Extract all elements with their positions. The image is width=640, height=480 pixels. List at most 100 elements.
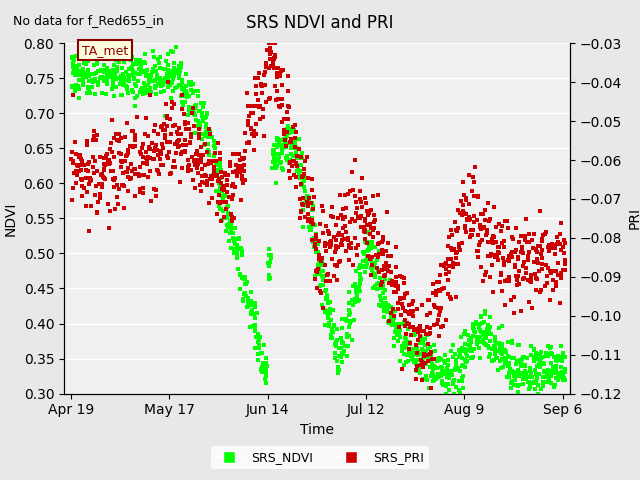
- SRS_NDVI: [353, 298, 363, 305]
- SRS_NDVI: [293, 161, 303, 168]
- SRS_NDVI: [140, 83, 150, 90]
- SRS_NDVI: [102, 64, 112, 72]
- SRS_PRI: [512, 276, 522, 283]
- SRS_PRI: [362, 239, 372, 247]
- SRS_NDVI: [259, 364, 269, 372]
- SRS_PRI: [213, 177, 223, 184]
- SRS_PRI: [483, 238, 493, 246]
- SRS_PRI: [88, 132, 99, 140]
- SRS_PRI: [214, 176, 224, 183]
- SRS_NDVI: [326, 325, 337, 333]
- SRS_PRI: [363, 208, 373, 216]
- SRS_PRI: [387, 277, 397, 285]
- SRS_PRI: [119, 182, 129, 190]
- SRS_PRI: [428, 289, 438, 297]
- SRS_NDVI: [222, 213, 232, 221]
- SRS_PRI: [433, 332, 444, 340]
- SRS_PRI: [216, 217, 226, 225]
- SRS_NDVI: [326, 316, 336, 324]
- SRS_PRI: [118, 181, 128, 189]
- SRS_NDVI: [387, 318, 397, 325]
- SRS_NDVI: [334, 344, 344, 351]
- SRS_PRI: [180, 141, 191, 148]
- SRS_NDVI: [342, 331, 352, 339]
- SRS_PRI: [543, 243, 553, 251]
- SRS_PRI: [476, 210, 486, 218]
- SRS_NDVI: [370, 273, 380, 281]
- SRS_NDVI: [232, 241, 243, 249]
- SRS_NDVI: [536, 385, 546, 393]
- SRS_PRI: [277, 119, 287, 126]
- SRS_PRI: [547, 240, 557, 248]
- SRS_PRI: [76, 161, 86, 169]
- SRS_NDVI: [177, 76, 188, 84]
- SRS_PRI: [303, 211, 313, 218]
- SRS_PRI: [547, 244, 557, 252]
- SRS_NDVI: [493, 339, 504, 347]
- SRS_PRI: [556, 270, 566, 277]
- SRS_PRI: [219, 185, 229, 193]
- SRS_NDVI: [472, 334, 482, 341]
- SRS_PRI: [232, 169, 242, 177]
- SRS_PRI: [418, 363, 428, 371]
- SRS_PRI: [556, 274, 566, 282]
- SRS_NDVI: [237, 274, 248, 282]
- SRS_NDVI: [543, 376, 554, 384]
- SRS_PRI: [445, 293, 455, 300]
- SRS_PRI: [162, 114, 172, 121]
- SRS_PRI: [541, 273, 552, 280]
- SRS_NDVI: [131, 56, 141, 64]
- SRS_NDVI: [310, 273, 321, 280]
- SRS_NDVI: [323, 299, 333, 307]
- SRS_PRI: [443, 290, 453, 298]
- Legend: SRS_NDVI, SRS_PRI: SRS_NDVI, SRS_PRI: [211, 446, 429, 469]
- SRS_NDVI: [125, 72, 135, 79]
- SRS_PRI: [226, 210, 236, 218]
- SRS_PRI: [531, 248, 541, 256]
- SRS_PRI: [269, 82, 280, 90]
- SRS_PRI: [218, 182, 228, 190]
- SRS_NDVI: [484, 327, 494, 335]
- SRS_NDVI: [437, 369, 447, 377]
- SRS_NDVI: [345, 309, 355, 317]
- SRS_NDVI: [538, 359, 548, 367]
- SRS_NDVI: [319, 307, 330, 314]
- SRS_PRI: [204, 157, 214, 165]
- SRS_NDVI: [429, 341, 439, 348]
- SRS_PRI: [233, 163, 243, 170]
- SRS_PRI: [514, 267, 524, 275]
- SRS_PRI: [332, 276, 342, 284]
- SRS_NDVI: [520, 370, 531, 377]
- SRS_NDVI: [158, 77, 168, 84]
- SRS_PRI: [380, 247, 390, 255]
- SRS_PRI: [476, 225, 486, 233]
- SRS_NDVI: [221, 228, 231, 235]
- SRS_NDVI: [249, 311, 259, 318]
- SRS_NDVI: [358, 257, 368, 265]
- SRS_NDVI: [124, 75, 134, 83]
- SRS_NDVI: [84, 70, 95, 78]
- SRS_PRI: [506, 252, 516, 260]
- SRS_PRI: [216, 179, 227, 187]
- SRS_PRI: [521, 215, 531, 223]
- SRS_PRI: [446, 295, 456, 302]
- SRS_PRI: [516, 307, 526, 315]
- SRS_PRI: [534, 288, 545, 296]
- SRS_PRI: [243, 112, 253, 120]
- SRS_PRI: [330, 249, 340, 256]
- SRS_PRI: [166, 98, 177, 106]
- SRS_PRI: [248, 109, 258, 117]
- SRS_NDVI: [483, 328, 493, 336]
- SRS_PRI: [161, 100, 172, 108]
- SRS_PRI: [270, 39, 280, 47]
- SRS_PRI: [102, 150, 112, 158]
- SRS_NDVI: [225, 229, 236, 237]
- SRS_NDVI: [86, 55, 97, 62]
- SRS_NDVI: [519, 372, 529, 379]
- SRS_PRI: [485, 273, 495, 281]
- SRS_NDVI: [304, 197, 314, 205]
- SRS_NDVI: [123, 71, 133, 79]
- SRS_NDVI: [379, 307, 389, 315]
- SRS_NDVI: [525, 342, 536, 350]
- SRS_NDVI: [480, 334, 490, 342]
